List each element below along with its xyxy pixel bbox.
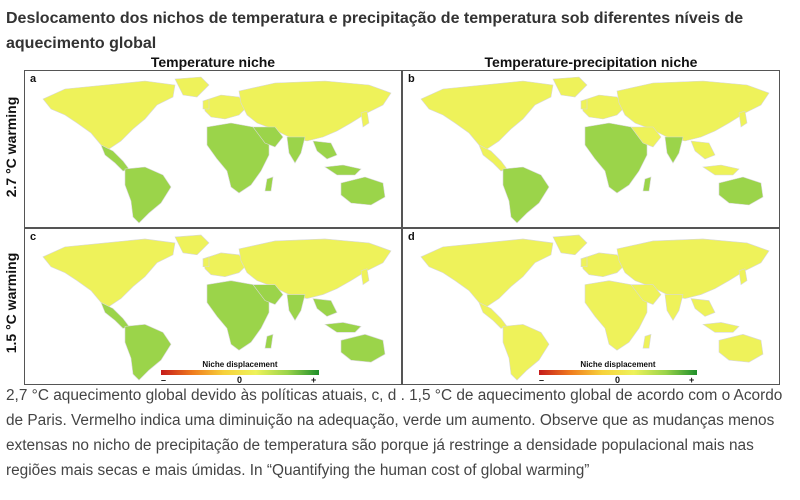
legend-zero: 0 (237, 375, 243, 385)
article-title: Deslocamento dos nichos de temperatura e… (6, 10, 744, 52)
legend-d: Niche displacement – 0 + (539, 360, 697, 384)
landmass-southeast-asia (312, 140, 338, 160)
landmass-uk (580, 98, 588, 110)
landmass-north-america (42, 80, 176, 150)
landmass-indonesia (324, 322, 362, 333)
legend-title: Niche displacement (580, 360, 656, 369)
landmass-europe (202, 252, 248, 277)
landmass-central-america (100, 144, 130, 172)
landmass-japan (738, 268, 748, 286)
panel-label-c: c (30, 231, 37, 243)
landmass-japan (360, 268, 370, 286)
legend-minus: – (161, 375, 167, 385)
landmass-greenland (552, 76, 588, 98)
landmass-india (664, 136, 684, 164)
figure-caption: 2,7 °C aquecimento global devido às polí… (6, 387, 783, 479)
legend-plus: + (311, 375, 317, 385)
landmass-madagascar (264, 333, 274, 349)
landmass-middle-east (630, 284, 662, 305)
landmass-uk (202, 98, 210, 110)
world-map-b (420, 76, 770, 224)
landmass-india (286, 294, 306, 321)
landmass-madagascar (264, 176, 274, 192)
legend-colorbar (539, 370, 697, 375)
landmass-uk (202, 256, 210, 268)
landmass-asia (238, 80, 392, 142)
legend-plus: + (689, 375, 695, 385)
landmass-australia (340, 334, 386, 363)
landmass-middle-east (252, 284, 284, 305)
landmass-southeast-asia (690, 298, 716, 317)
legend-zero: 0 (615, 375, 621, 385)
map-panel-c: c Niche displacement – 0 + (24, 228, 402, 385)
legend-colorbar (161, 370, 319, 375)
landmass-india (664, 294, 684, 321)
world-map-a (42, 76, 392, 224)
landmass-south-america (502, 324, 550, 381)
landmass-south-america (124, 166, 172, 224)
landmass-southeast-asia (312, 298, 338, 317)
landmass-indonesia (324, 164, 362, 176)
landmass-middle-east (630, 126, 662, 148)
landmass-indonesia (702, 322, 740, 333)
landmass-central-america (478, 301, 508, 329)
map-panel-a: a (24, 70, 402, 228)
row-label-2-7: 2.7 °C warming (3, 96, 19, 198)
world-map-c (42, 234, 392, 381)
landmass-south-america (124, 324, 172, 381)
landmass-australia (718, 176, 764, 206)
landmass-southeast-asia (690, 140, 716, 160)
row-label-1-5: 1.5 °C warming (3, 252, 19, 354)
landmass-australia (718, 334, 764, 363)
landmass-asia (238, 238, 392, 299)
landmass-north-america (42, 238, 176, 307)
panel-label-d: d (408, 231, 415, 243)
column-header-temperature: Temperature niche (150, 54, 276, 70)
landmass-north-america (420, 80, 554, 150)
legend-title: Niche displacement (202, 360, 278, 369)
landmass-north-america (420, 238, 554, 307)
landmass-south-america (502, 166, 550, 224)
panel-label-b: b (408, 73, 415, 85)
landmass-japan (360, 110, 370, 128)
landmass-japan (738, 110, 748, 128)
landmass-madagascar (642, 333, 652, 349)
map-panel-b: b (402, 70, 780, 228)
landmass-indonesia (702, 164, 740, 176)
landmass-europe (580, 94, 626, 120)
column-header-temperature-precipitation: Temperature-precipitation niche (484, 54, 698, 70)
panel-label-a: a (30, 73, 37, 85)
map-panel-d: d Niche displacement – 0 + (402, 228, 780, 385)
landmass-madagascar (642, 176, 652, 192)
landmass-europe (202, 94, 248, 120)
landmass-europe (580, 252, 626, 277)
landmass-asia (616, 80, 770, 142)
landmass-asia (616, 238, 770, 299)
landmass-central-america (478, 144, 508, 172)
legend-minus: – (539, 375, 545, 385)
landmass-middle-east (252, 126, 284, 148)
world-map-d (420, 234, 770, 381)
landmass-greenland (552, 234, 588, 256)
legend-c: Niche displacement – 0 + (161, 360, 319, 384)
landmass-central-america (100, 301, 130, 329)
landmass-india (286, 136, 306, 164)
landmass-greenland (174, 76, 210, 98)
landmass-uk (580, 256, 588, 268)
landmass-australia (340, 176, 386, 206)
landmass-greenland (174, 234, 210, 256)
